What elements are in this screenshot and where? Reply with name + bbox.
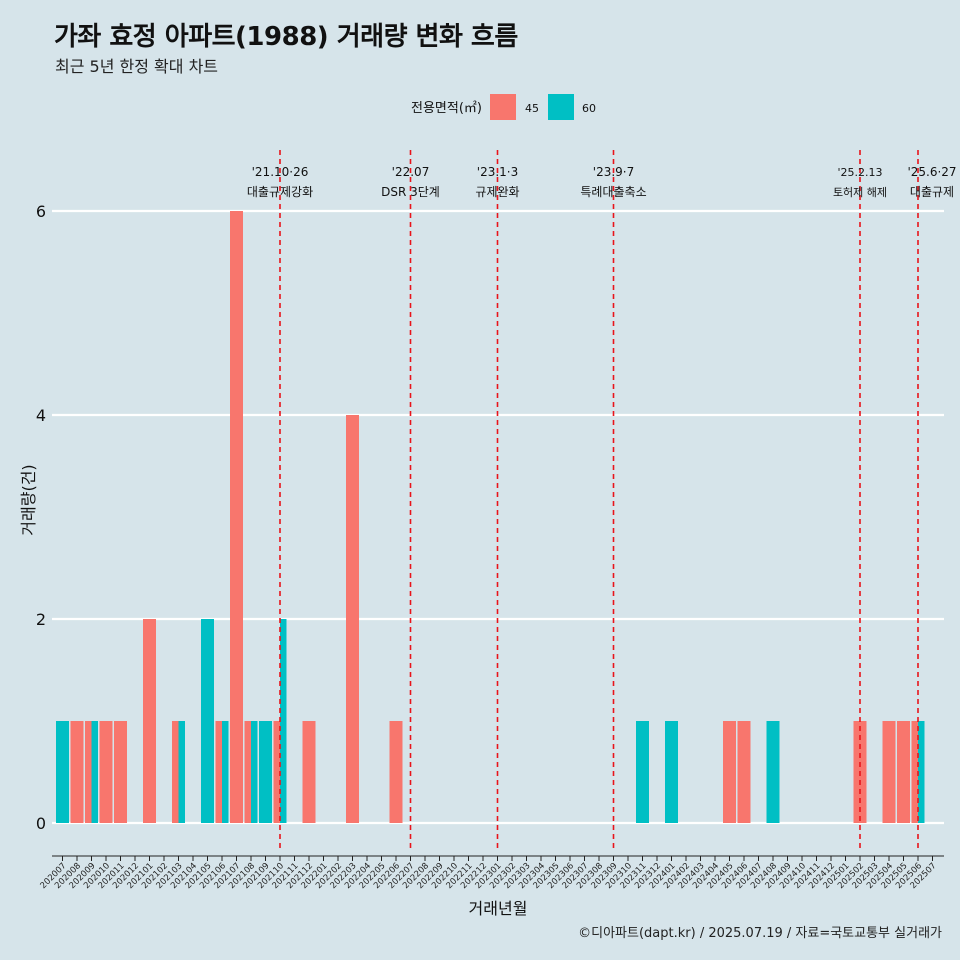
event-label: DSR 3단계	[381, 185, 440, 199]
event-date-label: '21.10·26	[252, 165, 309, 179]
y-tick-label: 6	[36, 202, 46, 221]
legend-label-60: 60	[582, 102, 596, 115]
event-date-label: '25.6·27	[907, 165, 956, 179]
y-axis-title: 거래량(건)	[19, 464, 38, 535]
bar-45	[882, 721, 896, 823]
bar-60	[222, 721, 229, 823]
event-date-label: '23.9·7	[593, 165, 634, 179]
event-date-label: '25.2.13	[837, 166, 882, 179]
bar-60	[918, 721, 925, 823]
bar-45	[143, 619, 156, 823]
bar-45	[273, 721, 280, 823]
bar-60	[280, 619, 287, 823]
bar-45	[99, 721, 113, 823]
legend-swatch-45	[490, 94, 516, 120]
bar-60	[665, 721, 678, 823]
bar-45	[114, 721, 127, 823]
bar-60	[766, 721, 780, 823]
source-caption: ©디아파트(dapt.kr) / 2025.07.19 / 자료=국토교통부 실…	[578, 926, 942, 941]
chart-subtitle: 최근 5년 한정 확대 차트	[55, 57, 219, 76]
legend-label-45: 45	[525, 102, 539, 115]
bar-45	[215, 721, 222, 823]
legend-swatch-60	[548, 94, 574, 120]
bar-45	[911, 721, 918, 823]
bar-60	[178, 721, 185, 823]
bar-45	[302, 721, 316, 823]
bar-60	[201, 619, 214, 823]
bar-45	[897, 721, 910, 823]
bar-45	[85, 721, 92, 823]
bar-45	[737, 721, 751, 823]
event-label: 대출규제	[910, 185, 954, 199]
bar-60	[259, 721, 272, 823]
bar-45	[244, 721, 251, 823]
event-label: 토허제 해제	[833, 185, 887, 199]
bar-60	[91, 721, 98, 823]
event-label: 규제완화	[475, 185, 519, 199]
y-tick-label: 2	[36, 610, 46, 629]
y-tick-label: 4	[36, 406, 46, 425]
bar-60	[636, 721, 649, 823]
chart-title: 가좌 효정 아파트(1988) 거래량 변화 흐름	[54, 22, 518, 52]
bar-45	[230, 211, 243, 823]
legend-title: 전용면적(㎡)	[411, 101, 482, 116]
event-label: 특례대출축소	[580, 185, 646, 199]
x-axis-title: 거래년월	[469, 899, 528, 918]
bar-45	[346, 415, 359, 823]
bar-60	[251, 721, 258, 823]
event-date-label: '23.1·3	[477, 165, 518, 179]
bar-45	[389, 721, 403, 823]
bar-45	[70, 721, 84, 823]
event-date-label: '22.07	[392, 165, 430, 179]
y-tick-label: 0	[36, 814, 46, 833]
bar-45	[172, 721, 179, 823]
bar-45	[723, 721, 736, 823]
bar-60	[56, 721, 69, 823]
event-label: 대출규제강화	[247, 185, 313, 199]
